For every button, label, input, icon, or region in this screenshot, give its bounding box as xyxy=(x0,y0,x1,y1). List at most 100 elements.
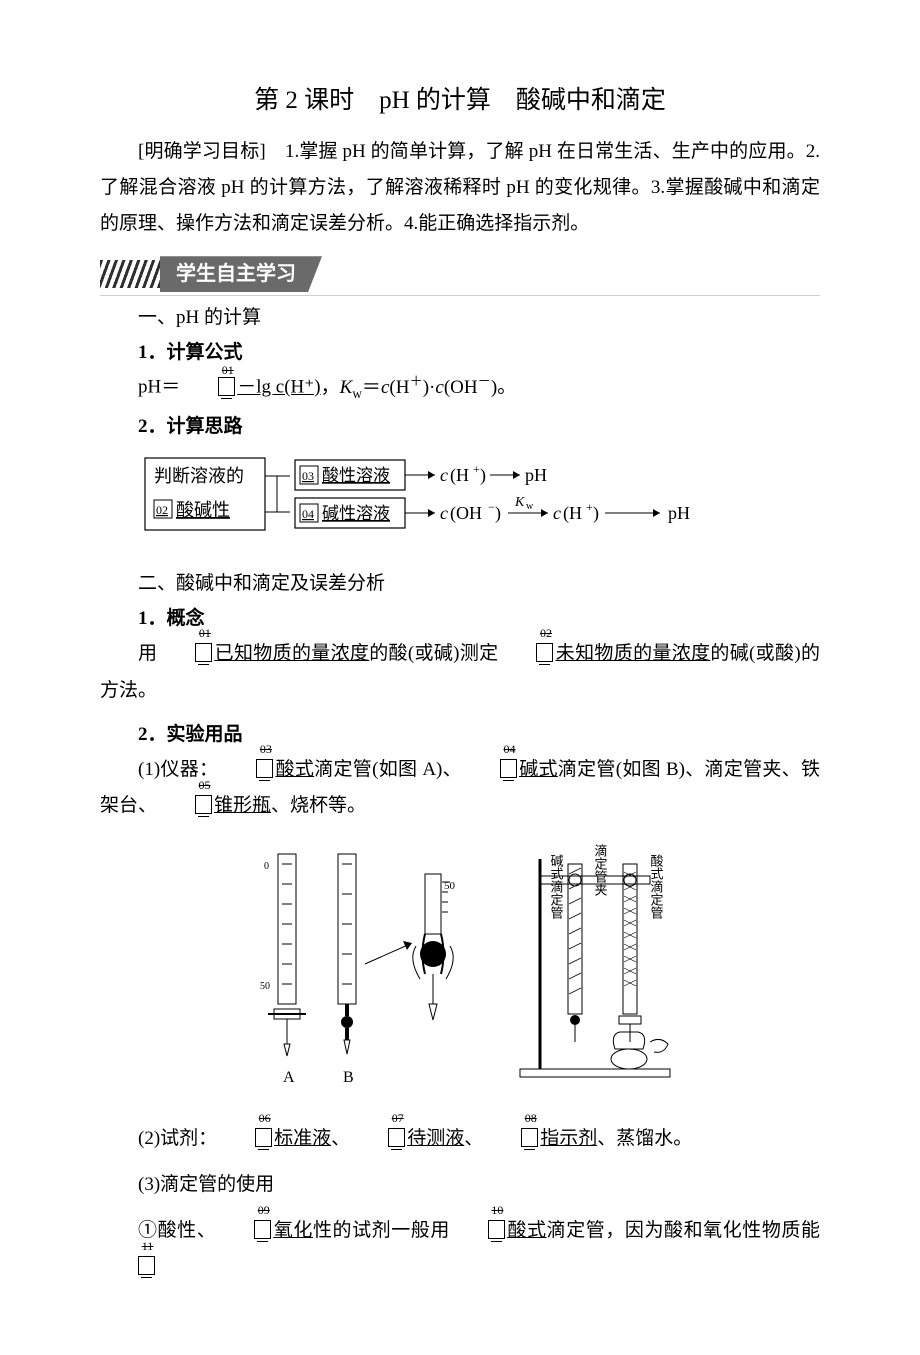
anno-s2-05: 05 xyxy=(157,788,214,824)
svg-text:): ) xyxy=(480,465,486,486)
p1-u2: 碱式 xyxy=(519,759,558,780)
anno-s2-04: 04 xyxy=(462,752,519,788)
p2-pre: (2)试剂： xyxy=(138,1128,217,1149)
sec1-heading: 一、pH 的计算 xyxy=(100,302,820,329)
anno-box-icon xyxy=(218,377,235,396)
sec2-p4: ①酸性、09氧化性的试剂一般用10酸式滴定管，因为酸和氧化性物质能11 xyxy=(100,1213,820,1285)
concept-u1: 已知物质的量浓度 xyxy=(214,643,369,664)
anno-s2-07: 07 xyxy=(350,1121,407,1157)
anno-01-num: 01 xyxy=(184,363,234,378)
burette-b-icon: B xyxy=(338,854,356,1086)
anno-box-icon xyxy=(138,1256,155,1275)
svg-text:(OH: (OH xyxy=(450,503,482,524)
anno-s2-01: 01 xyxy=(157,636,214,672)
flow-r2c: pH xyxy=(668,503,690,523)
anno-s2-08: 08 xyxy=(483,1121,540,1157)
anno-s2-06-num: 06 xyxy=(221,1107,271,1130)
flow-box-top: 酸性溶液 xyxy=(322,466,390,485)
anno-s2-08-num: 08 xyxy=(487,1107,537,1130)
sec2-heading: 二、酸碱中和滴定及误差分析 xyxy=(100,568,820,595)
anno-s2-01-num: 01 xyxy=(161,622,211,645)
fig-label-jia: 滴定管夹 xyxy=(593,843,608,896)
anno-s2-03-num: 03 xyxy=(222,738,272,761)
anno-box-icon xyxy=(255,1128,272,1147)
flow-r1a: c xyxy=(440,465,448,485)
svg-text:0: 0 xyxy=(264,861,269,872)
anno-s2-09: 09 xyxy=(216,1213,273,1249)
fig-label-suan: 酸式滴定管 xyxy=(649,854,664,920)
svg-text:+: + xyxy=(473,462,480,476)
banner-hatch-icon xyxy=(100,260,160,288)
flow-kw: K xyxy=(514,495,525,510)
sec1-item1-label: 1．计算公式 xyxy=(100,337,820,364)
anno-s2-03: 03 xyxy=(218,752,275,788)
p1-mid1: 滴定管(如图 A)、 xyxy=(314,759,462,780)
concept-u2: 未知物质的量浓度 xyxy=(555,643,710,664)
sec2-item2-label: 2．实验用品 xyxy=(100,719,820,746)
page-root: 第 2 课时 pH 的计算 酸碱中和滴定 [明确学习目标] 1.掌握 pH 的简… xyxy=(0,0,920,1355)
banner-label: 学生自主学习 xyxy=(160,256,322,292)
p4-mid: 性的试剂一般用 xyxy=(313,1220,450,1241)
anno-box-icon xyxy=(254,1220,271,1239)
flow-anno03: 03 xyxy=(302,469,314,483)
concept-mid: 的酸(或碱)测定 xyxy=(369,643,498,664)
anno-box-icon xyxy=(195,643,212,662)
anno-s2-05-num: 05 xyxy=(161,774,211,797)
titration-stand-icon: 碱式滴定管 滴定管夹 酸式滴定管 xyxy=(520,843,670,1077)
learning-objectives: [明确学习目标] 1.掌握 pH 的简单计算，了解 pH 在日常生活、生产中的应… xyxy=(100,134,820,242)
flow-diagram: 判断溶液的 02 酸碱性 03 酸性溶液 c (H + ) pH xyxy=(140,448,820,558)
anno-s2-02: 02 xyxy=(498,636,555,672)
p2-u2: 待测液 xyxy=(407,1128,464,1149)
section-banner: 学生自主学习 xyxy=(100,256,820,292)
anno-s2-11: 11 xyxy=(100,1249,157,1285)
svg-text:−: − xyxy=(488,500,495,514)
anno-box-icon xyxy=(521,1128,538,1147)
sec1-formula: pH＝01－lg c(H⁺)，Kw＝c(H＋)·c(OH－)。 xyxy=(100,370,820,401)
flow-svg: 判断溶液的 02 酸碱性 03 酸性溶液 c (H + ) pH xyxy=(140,448,780,558)
p4-mid2: 滴定管，因为酸和氧化性物质能 xyxy=(547,1220,820,1241)
anno-01: 01 xyxy=(180,377,237,399)
svg-text:50: 50 xyxy=(260,981,270,992)
p4-u2: 酸式 xyxy=(507,1220,547,1241)
svg-text:): ) xyxy=(593,503,599,524)
anno-box-icon xyxy=(256,759,273,778)
flow-box-bot: 碱性溶液 xyxy=(322,504,390,523)
svg-text:): ) xyxy=(495,503,501,524)
anno-box-icon xyxy=(388,1128,405,1147)
anno-s2-04-num: 04 xyxy=(465,738,515,761)
p2-u3: 指示剂 xyxy=(540,1128,597,1149)
sec2-p2: (2)试剂：06标准液、07待测液、08指示剂、蒸馏水。 xyxy=(100,1121,820,1157)
p2-u1: 标准液 xyxy=(274,1128,331,1149)
anno-s2-09-num: 09 xyxy=(220,1199,270,1222)
sec1-item2-label: 2．计算思路 xyxy=(100,411,820,438)
anno-s2-10-num: 10 xyxy=(453,1199,503,1222)
anno-box-icon xyxy=(488,1220,505,1239)
formula-underline: －lg c(H⁺) xyxy=(237,377,320,398)
p2-s1: 、 xyxy=(331,1128,350,1149)
sec2-p1: (1)仪器：03酸式滴定管(如图 A)、04碱式滴定管(如图 B)、滴定管夹、铁… xyxy=(100,752,820,824)
flow-anno02: 02 xyxy=(156,503,168,517)
fig-label-b: B xyxy=(343,1069,354,1086)
anno-box-icon xyxy=(195,795,212,814)
svg-text:c: c xyxy=(440,503,448,523)
fig-label-jian: 碱式滴定管 xyxy=(549,854,564,920)
flow-left-bot: 酸碱性 xyxy=(176,500,230,520)
flow-left-top: 判断溶液的 xyxy=(154,466,244,486)
anno-s2-11-num: 11 xyxy=(104,1235,154,1258)
p2-end: 、蒸馏水。 xyxy=(597,1128,692,1149)
flow-r1b: pH xyxy=(525,465,547,485)
flow-anno04: 04 xyxy=(302,507,314,521)
anno-s2-07-num: 07 xyxy=(354,1107,404,1130)
concept-pre: 用 xyxy=(138,643,157,664)
sec2-p3: (3)滴定管的使用 xyxy=(100,1167,820,1203)
p4-u1: 氧化 xyxy=(273,1220,313,1241)
burette-a-icon: 0 50 A xyxy=(260,854,306,1086)
pinch-valve-zoom-icon: 50 xyxy=(413,874,456,1020)
p2-s2: 、 xyxy=(464,1128,483,1149)
p1-end: 、烧杯等。 xyxy=(271,795,366,816)
sec2-concept: 用01已知物质的量浓度的酸(或碱)测定02未知物质的量浓度的碱(或酸)的方法。 xyxy=(100,636,820,708)
svg-text:c: c xyxy=(553,503,561,523)
svg-text:+: + xyxy=(586,500,593,514)
formula-prefix: pH＝ xyxy=(138,377,180,398)
apparatus-svg: 0 50 A xyxy=(220,834,700,1104)
